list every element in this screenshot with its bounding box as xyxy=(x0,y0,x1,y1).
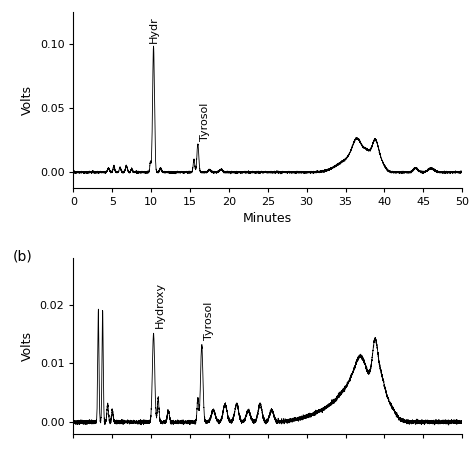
Y-axis label: Volts: Volts xyxy=(21,85,34,115)
Y-axis label: Volts: Volts xyxy=(21,331,34,361)
Text: (b): (b) xyxy=(13,249,33,263)
X-axis label: Minutes: Minutes xyxy=(243,212,292,225)
Text: Tyrosol: Tyrosol xyxy=(200,103,210,141)
Text: Hydroxy: Hydroxy xyxy=(155,282,165,328)
Text: Hydr: Hydr xyxy=(148,16,158,43)
Text: Tyrosol: Tyrosol xyxy=(204,301,214,340)
